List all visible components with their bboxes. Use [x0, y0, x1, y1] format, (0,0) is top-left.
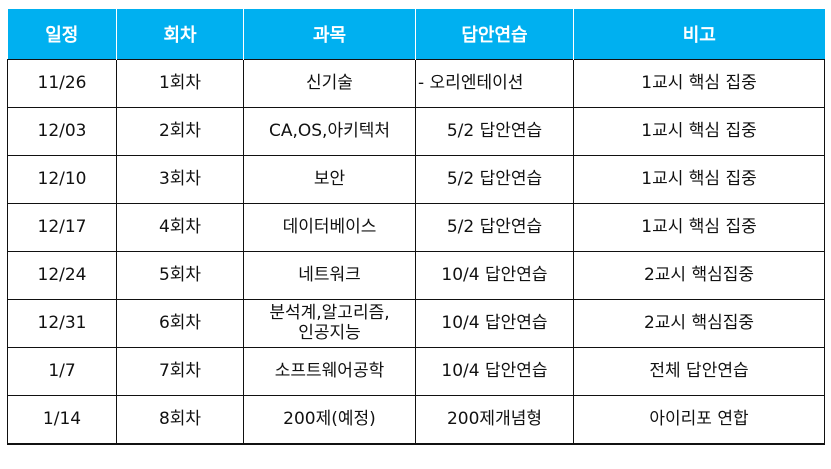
cell-practice: 200제개념형 — [415, 395, 574, 445]
cell-session: 2회차 — [116, 107, 244, 156]
cell-subject-line: 인공지능 — [298, 322, 361, 343]
cell-date: 12/24 — [7, 251, 117, 300]
cell-note: 2교시 핵심집중 — [573, 251, 825, 300]
table-row: 12/10 3회차 보안 5/2 답안연습 1교시 핵심 집중 — [7, 155, 825, 204]
cell-subject-line: 분석계,알고리즘, — [269, 302, 390, 323]
cell-practice: 10/4 답안연습 — [415, 299, 574, 348]
cell-subject: 소프트웨어공학 — [243, 347, 416, 396]
header-subject: 과목 — [243, 9, 416, 60]
cell-date: 12/31 — [7, 299, 117, 348]
cell-date: 1/14 — [7, 395, 117, 445]
cell-subject: 데이터베이스 — [243, 203, 416, 252]
cell-practice: 10/4 답안연습 — [415, 347, 574, 396]
cell-note: 1교시 핵심 집중 — [573, 107, 825, 156]
cell-practice: - 오리엔테이션 — [415, 59, 574, 108]
cell-session: 1회차 — [116, 59, 244, 108]
cell-practice: 5/2 답안연습 — [415, 155, 574, 204]
header-note: 비고 — [573, 9, 825, 60]
cell-note: 2교시 핵심집중 — [573, 299, 825, 348]
cell-note: 전체 답안연습 — [573, 347, 825, 396]
schedule-table: 일정 회차 과목 답안연습 비고 11/26 1회차 신기술 - 오리엔테이션 … — [7, 9, 825, 445]
cell-date: 1/7 — [7, 347, 117, 396]
table-row: 12/31 6회차 분석계,알고리즘, 인공지능 10/4 답안연습 2교시 핵… — [7, 299, 825, 348]
cell-date: 12/03 — [7, 107, 117, 156]
header-date: 일정 — [7, 9, 117, 60]
cell-practice: 10/4 답안연습 — [415, 251, 574, 300]
cell-note: 1교시 핵심 집중 — [573, 155, 825, 204]
table-row: 12/17 4회차 데이터베이스 5/2 답안연습 1교시 핵심 집중 — [7, 203, 825, 252]
cell-subject: 네트워크 — [243, 251, 416, 300]
table-row: 11/26 1회차 신기술 - 오리엔테이션 1교시 핵심 집중 — [7, 59, 825, 108]
cell-subject: CA,OS,아키텍처 — [243, 107, 416, 156]
cell-date: 11/26 — [7, 59, 117, 108]
schedule-table-container: 일정 회차 과목 답안연습 비고 11/26 1회차 신기술 - 오리엔테이션 … — [7, 9, 825, 445]
cell-date: 12/10 — [7, 155, 117, 204]
cell-subject: 신기술 — [243, 59, 416, 108]
table-row: 1/14 8회차 200제(예정) 200제개념형 아이리포 연합 — [7, 395, 825, 445]
cell-subject: 200제(예정) — [243, 395, 416, 445]
cell-note: 아이리포 연합 — [573, 395, 825, 445]
cell-practice: 5/2 답안연습 — [415, 107, 574, 156]
cell-subject: 분석계,알고리즘, 인공지능 — [243, 299, 416, 348]
cell-note: 1교시 핵심 집중 — [573, 59, 825, 108]
cell-note: 1교시 핵심 집중 — [573, 203, 825, 252]
cell-session: 5회차 — [116, 251, 244, 300]
cell-session: 4회차 — [116, 203, 244, 252]
cell-subject: 보안 — [243, 155, 416, 204]
cell-session: 6회차 — [116, 299, 244, 348]
cell-session: 3회차 — [116, 155, 244, 204]
table-row: 12/03 2회차 CA,OS,아키텍처 5/2 답안연습 1교시 핵심 집중 — [7, 107, 825, 156]
cell-practice: 5/2 답안연습 — [415, 203, 574, 252]
cell-session: 7회차 — [116, 347, 244, 396]
table-header-row: 일정 회차 과목 답안연습 비고 — [7, 9, 825, 60]
header-practice: 답안연습 — [415, 9, 574, 60]
table-row: 12/24 5회차 네트워크 10/4 답안연습 2교시 핵심집중 — [7, 251, 825, 300]
table-row: 1/7 7회차 소프트웨어공학 10/4 답안연습 전체 답안연습 — [7, 347, 825, 396]
header-session: 회차 — [116, 9, 244, 60]
cell-session: 8회차 — [116, 395, 244, 445]
cell-date: 12/17 — [7, 203, 117, 252]
